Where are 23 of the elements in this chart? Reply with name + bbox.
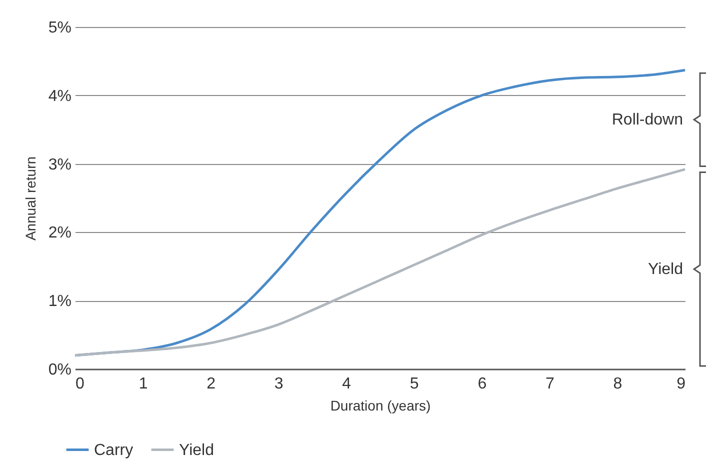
annotation: Roll-down (612, 112, 683, 129)
line-series (74, 168, 686, 357)
y-axis-title: Annual return (22, 156, 38, 241)
x-tick-label: 1 (138, 376, 148, 392)
x-tick-label: 0 (76, 376, 84, 392)
y-tick-label: 3% (48, 156, 72, 174)
legend-label: Carry (94, 442, 134, 459)
x-tick-label: 5 (410, 376, 419, 392)
y-tick-label: 1% (48, 293, 72, 310)
annotation: Yield (648, 261, 683, 278)
x-tick-label: 9 (676, 376, 686, 392)
y-tick-label: 4% (48, 88, 72, 105)
x-tick-label: 4 (342, 376, 352, 392)
y-tick-label: 0% (48, 362, 72, 378)
x-tick-label: 3 (274, 376, 284, 392)
x-tick-label: 7 (545, 376, 554, 392)
y-tick-label: 2% (48, 224, 72, 242)
x-tick-label: 8 (613, 376, 622, 392)
x-axis-title: Duration (years) (330, 398, 431, 414)
y-tick-label: 5% (48, 20, 72, 36)
x-tick-label: 2 (206, 376, 216, 392)
legend-label: Yield (179, 442, 214, 459)
x-tick-label: 6 (478, 376, 487, 392)
